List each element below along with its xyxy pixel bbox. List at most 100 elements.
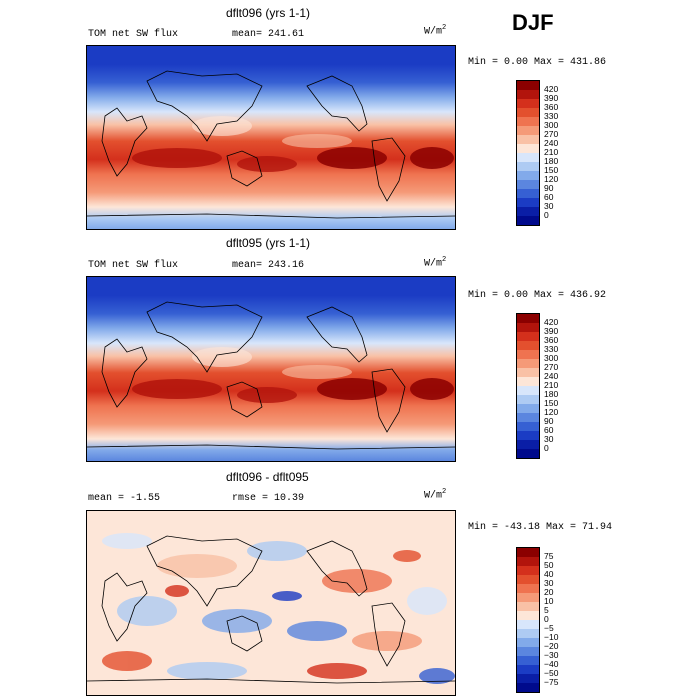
colorbar-tick-label: 90	[544, 183, 554, 193]
colorbar-tick-label: −10	[544, 632, 559, 642]
colorbar-tick-label: 180	[544, 156, 559, 166]
colorbar-tick-label: 150	[544, 165, 559, 175]
colorbar-tick-label: 210	[544, 147, 559, 157]
colorbar-tick-label: 30	[544, 434, 554, 444]
colorbar-tick-label: −5	[544, 623, 554, 633]
colorbar-tick-label: 20	[544, 587, 554, 597]
colorbar-tick-label: 0	[544, 210, 549, 220]
panel-1-field-label: TOM net SW flux	[88, 29, 179, 40]
colorbar-tick-label: 5	[544, 605, 549, 615]
season-label: DJF	[512, 10, 554, 35]
colorbar-swatch	[517, 566, 539, 575]
colorbar-swatch	[517, 611, 539, 620]
colorbar-swatch	[517, 665, 539, 674]
colorbar-tick-label: 420	[544, 317, 559, 327]
colorbar-tick-label: 30	[544, 201, 554, 211]
colorbar-swatch	[517, 629, 539, 638]
colorbar-tick-label: 300	[544, 120, 559, 130]
colorbar-tick-label: 0	[544, 614, 549, 624]
colorbar-swatch	[517, 602, 539, 611]
colorbar-swatch	[517, 638, 539, 647]
panel-3-range: Min = -43.18 Max = 71.94	[468, 522, 613, 533]
colorbar-tick-label: 120	[544, 174, 559, 184]
colorbar-swatch	[517, 350, 539, 359]
colorbar-tick-label: 60	[544, 192, 554, 202]
panel-1-range: Min = 0.00 Max = 431.86	[468, 57, 607, 68]
colorbar-swatch	[517, 413, 539, 422]
panel-3-units: W/m2	[424, 488, 447, 502]
colorbar-swatch	[517, 180, 539, 189]
colorbar-swatch	[517, 117, 539, 126]
colorbar-swatch	[517, 323, 539, 332]
colorbar-swatch	[517, 341, 539, 350]
colorbar-tick-label: 180	[544, 389, 559, 399]
panel-2-field-label: TOM net SW flux	[88, 260, 179, 271]
colorbar-tick-label: 75	[544, 551, 554, 561]
colorbar-swatch	[517, 386, 539, 395]
panel-3-map	[86, 510, 456, 696]
colorbar-swatch	[517, 647, 539, 656]
colorbar-tick-label: 240	[544, 371, 559, 381]
panel-2-map-svg	[87, 277, 455, 461]
colorbar-tick-label: 50	[544, 560, 554, 570]
panel-3-mean-label: mean = -1.55	[88, 493, 161, 504]
colorbar-tick-label: −20	[544, 641, 559, 651]
panel-2-title: dflt095 (yrs 1-1)	[226, 236, 311, 250]
panel-2-range: Min = 0.00 Max = 436.92	[468, 290, 607, 301]
colorbar-swatch	[517, 548, 539, 557]
colorbar-tick-label: 270	[544, 129, 559, 139]
colorbar-tick-label: −40	[544, 659, 559, 669]
panel-3-title: dflt096 - dflt095	[226, 470, 309, 484]
panel-1-title: dflt096 (yrs 1-1)	[226, 6, 311, 20]
panel-1-map	[86, 45, 456, 230]
colorbar-swatch	[517, 395, 539, 404]
colorbar-tick-label: 30	[544, 578, 554, 588]
colorbar-swatch	[517, 377, 539, 386]
colorbar-tick-label: 360	[544, 102, 559, 112]
colorbar-tick-label: −75	[544, 677, 559, 687]
colorbar-swatch	[517, 81, 539, 90]
colorbar-swatch	[517, 584, 539, 593]
colorbar-swatch	[517, 593, 539, 602]
panel-3-map-svg	[87, 511, 455, 695]
colorbar-tick-label: 300	[544, 353, 559, 363]
panel-1-map-svg	[87, 46, 455, 229]
colorbar-tick-label: −30	[544, 650, 559, 660]
colorbar-tick-label: 420	[544, 84, 559, 94]
colorbar-swatch	[517, 359, 539, 368]
colorbar-swatch	[517, 207, 539, 216]
colorbar-tick-label: 390	[544, 93, 559, 103]
colorbar-tick-label: 90	[544, 416, 554, 426]
colorbar-tick-label: 270	[544, 362, 559, 372]
colorbar-swatch	[517, 674, 539, 683]
colorbar-tick-label: 330	[544, 344, 559, 354]
colorbar-swatch	[517, 431, 539, 440]
colorbar-swatch	[517, 368, 539, 377]
colorbar-tick-label: 210	[544, 380, 559, 390]
colorbar-tick-label: 390	[544, 326, 559, 336]
colorbar-swatch	[517, 440, 539, 449]
panel-1-mean-label: mean= 241.61	[232, 29, 305, 40]
colorbar-swatch	[517, 90, 539, 99]
panel-2-mean-label: mean= 243.16	[232, 260, 305, 271]
colorbar-swatch	[517, 314, 539, 323]
panel-3-colorbar	[516, 547, 540, 693]
colorbar-swatch	[517, 108, 539, 117]
colorbar-swatch	[517, 144, 539, 153]
panel-2-colorbar	[516, 313, 540, 459]
colorbar-swatch	[517, 575, 539, 584]
colorbar-swatch	[517, 162, 539, 171]
colorbar-swatch	[517, 198, 539, 207]
colorbar-swatch	[517, 126, 539, 135]
colorbar-swatch	[517, 153, 539, 162]
colorbar-swatch	[517, 449, 539, 458]
colorbar-tick-label: 360	[544, 335, 559, 345]
colorbar-swatch	[517, 404, 539, 413]
colorbar-swatch	[517, 332, 539, 341]
colorbar-swatch	[517, 422, 539, 431]
colorbar-swatch	[517, 99, 539, 108]
colorbar-tick-label: 40	[544, 569, 554, 579]
colorbar-swatch	[517, 620, 539, 629]
colorbar-tick-label: 330	[544, 111, 559, 121]
colorbar-swatch	[517, 171, 539, 180]
